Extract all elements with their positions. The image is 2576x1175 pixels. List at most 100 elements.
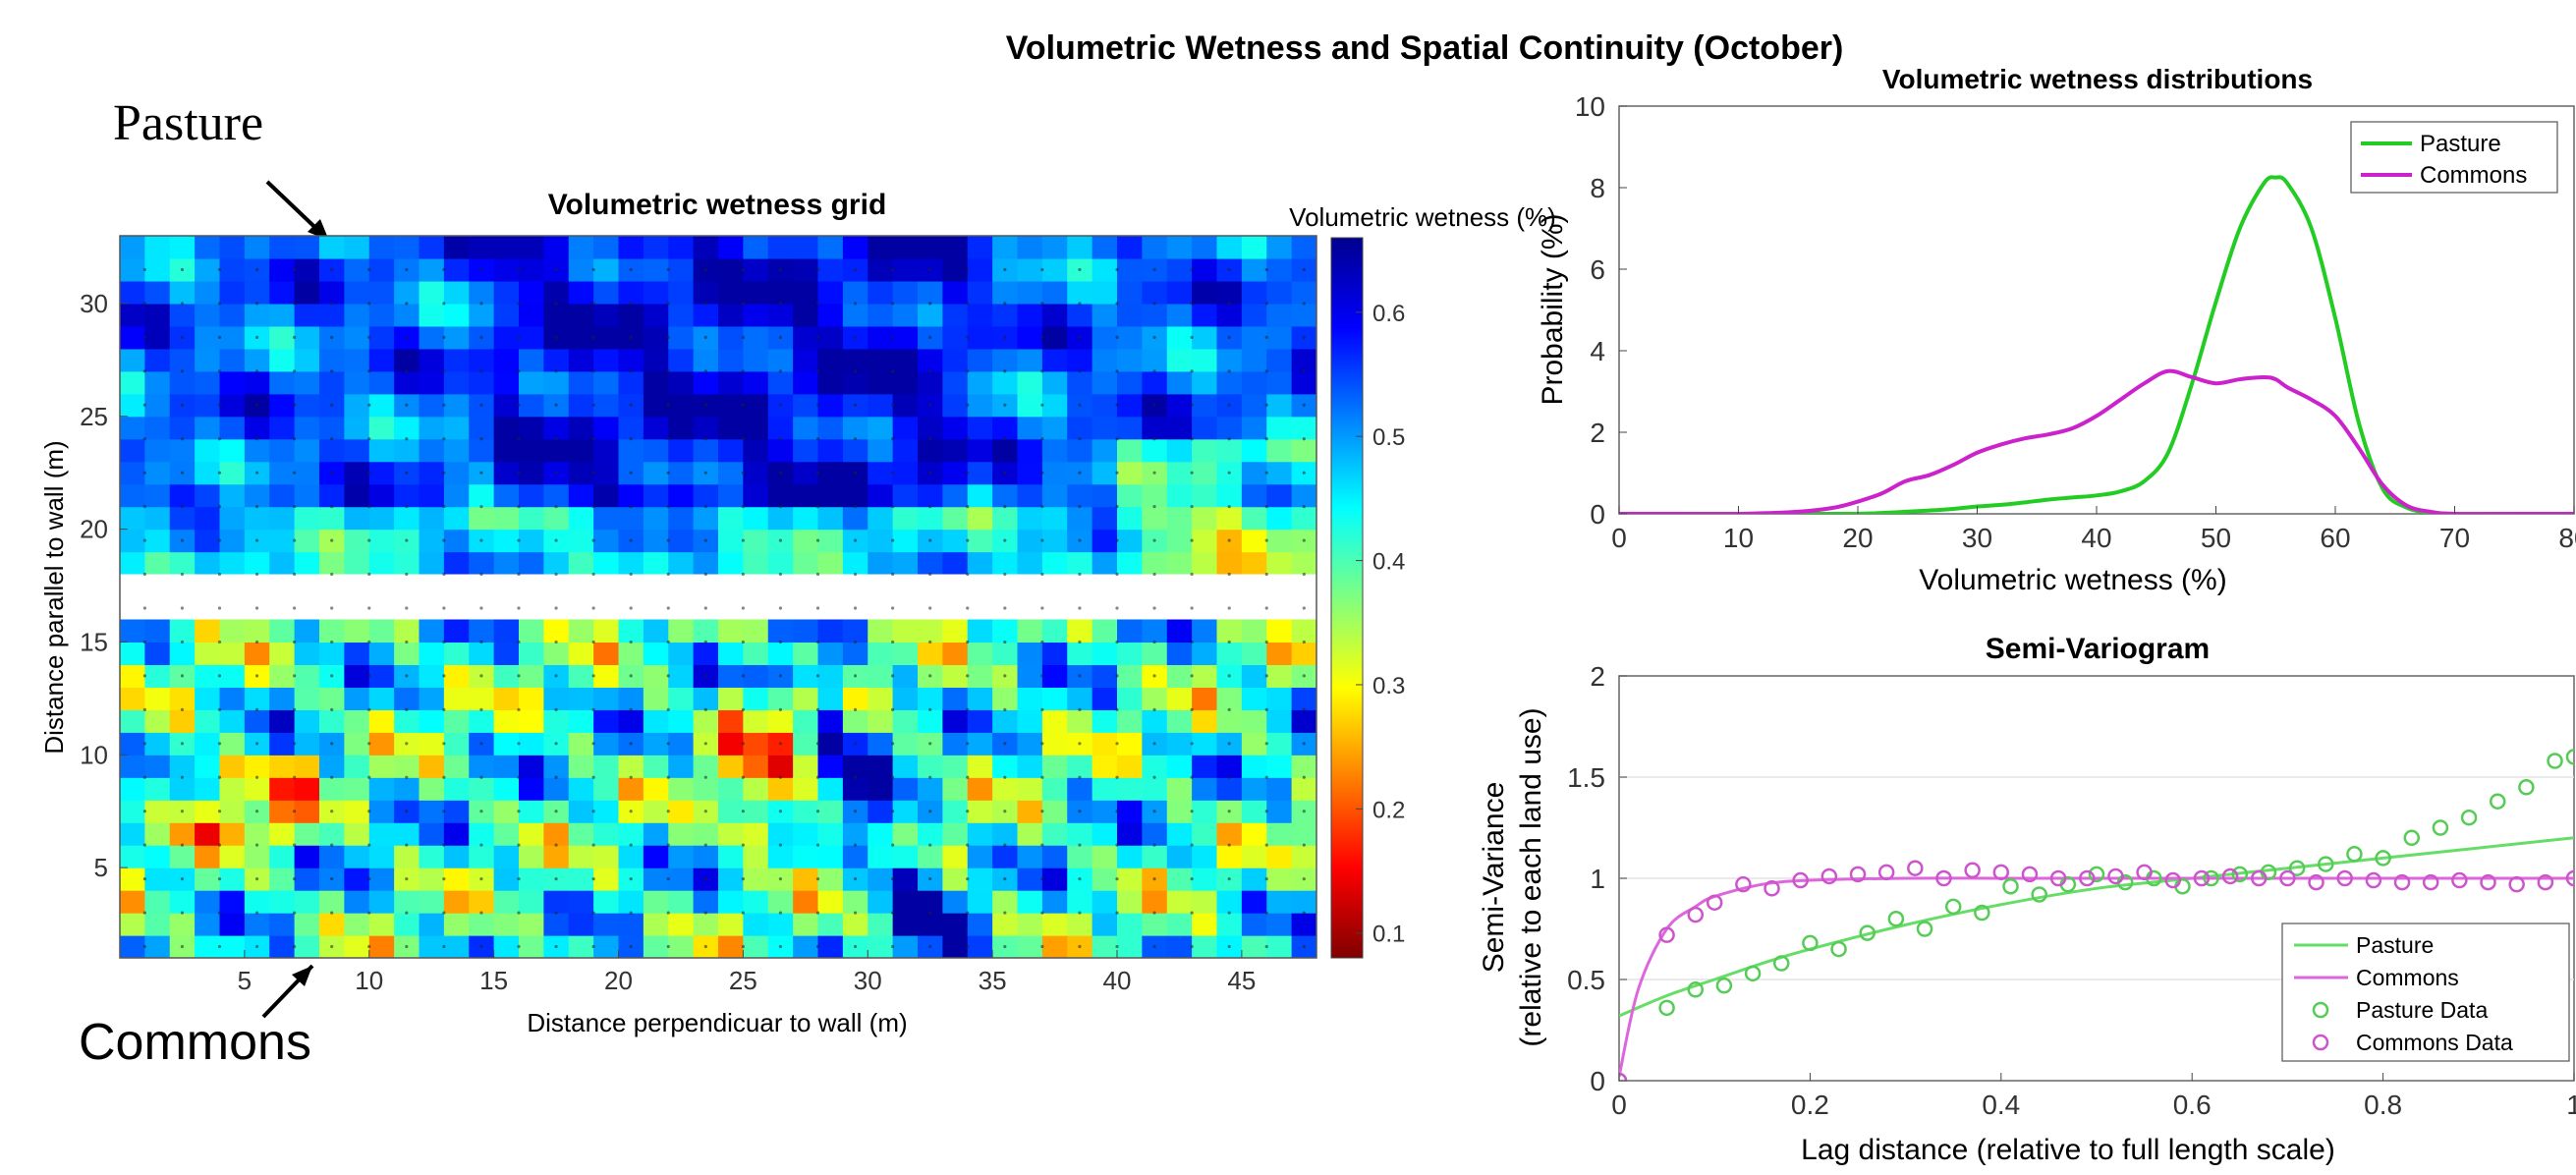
- heatmap-cell: [992, 822, 1019, 846]
- heatmap-cell: [1117, 506, 1143, 531]
- heatmap-cell: [817, 551, 844, 576]
- data-point-pasture-data: [2375, 850, 2391, 867]
- heatmap-cell: [1017, 619, 1043, 643]
- heatmap-cell: [718, 348, 744, 372]
- heatmap-cell: [618, 370, 644, 395]
- heatmap-cell: [1017, 461, 1043, 485]
- sample-point: [778, 505, 783, 509]
- sample-point: [703, 267, 707, 272]
- sample-point: [815, 335, 820, 339]
- heatmap-cell: [1041, 551, 1068, 576]
- heatmap-cell: [643, 687, 669, 710]
- heatmap-cell: [842, 890, 868, 914]
- heatmap-cell: [618, 755, 644, 778]
- heatmap-cell: [1041, 303, 1068, 327]
- sample-point: [479, 843, 483, 847]
- heatmap-cell: [618, 687, 644, 710]
- heatmap-cell: [519, 236, 544, 259]
- sample-point: [442, 403, 446, 407]
- heatmap-cell: [1241, 822, 1267, 846]
- heatmap-cell: [1266, 890, 1293, 914]
- heatmap-cell: [344, 619, 370, 643]
- heatmap-cell: [1041, 461, 1068, 485]
- sample-point: [405, 674, 409, 678]
- heatmap-cell: [1117, 732, 1143, 755]
- heatmap-cell: [1216, 619, 1243, 643]
- heatmap-cell: [892, 257, 919, 282]
- sample-point: [1152, 843, 1156, 847]
- heatmap-frame: [119, 235, 1317, 959]
- sample-point: [254, 437, 259, 441]
- sample-point: [703, 505, 707, 509]
- heatmap-cell: [967, 303, 993, 327]
- heatmap-cell: [1017, 280, 1043, 305]
- heatmap-cell: [992, 619, 1019, 643]
- heatmap-cell: [1117, 551, 1143, 576]
- sample-point: [703, 843, 707, 847]
- heatmap-cell: [144, 393, 171, 418]
- sample-point: [966, 267, 970, 272]
- legend-label: Pasture: [2420, 131, 2501, 157]
- sample-point: [966, 505, 970, 509]
- heatmap-cell: [443, 935, 470, 958]
- heatmap-cell: [120, 845, 145, 868]
- heatmap-cell: [493, 280, 520, 305]
- sample-point: [591, 437, 595, 441]
- heatmap-cell: [519, 551, 544, 576]
- heatmap-cell: [519, 438, 544, 463]
- heatmap-cell: [892, 800, 919, 823]
- heatmap-cell: [767, 438, 794, 463]
- heatmap-cell: [1017, 664, 1043, 688]
- sample-point: [1264, 471, 1268, 475]
- data-point-pasture-data: [2088, 866, 2105, 883]
- heatmap-cell: [1192, 913, 1218, 936]
- heatmap-cell: [1142, 845, 1168, 868]
- heatmap-cell: [368, 755, 395, 778]
- sample-point: [1302, 572, 1306, 577]
- sample-point: [405, 810, 409, 813]
- sample-point: [629, 403, 633, 407]
- data-point-pasture-data: [1830, 940, 1847, 958]
- sample-point: [142, 877, 146, 881]
- heatmap-cell: [368, 370, 395, 395]
- heatmap-cell: [169, 890, 196, 914]
- heatmap-cell: [868, 236, 894, 259]
- heatmap-cell: [618, 642, 644, 666]
- heatmap-cell: [967, 800, 993, 823]
- sample-point: [1003, 810, 1007, 813]
- heatmap-cell: [1117, 348, 1143, 372]
- heatmap-cell: [1266, 822, 1293, 846]
- heatmap-cell: [1166, 303, 1193, 327]
- sample-point: [217, 369, 222, 373]
- heatmap-cell: [1092, 890, 1118, 914]
- sample-point: [217, 437, 222, 441]
- heatmap-cell: [543, 348, 570, 372]
- heatmap-cell: [568, 935, 594, 958]
- heatmap-cell: [144, 529, 171, 553]
- sample-point: [1003, 606, 1007, 610]
- sample-point: [330, 437, 334, 441]
- variogram-y-label: Semi-Variance: [1478, 782, 1510, 974]
- heatmap-cell: [543, 370, 570, 395]
- sample-point: [666, 505, 670, 509]
- sample-point: [853, 944, 858, 949]
- heatmap-cell: [443, 393, 470, 418]
- heatmap-cell: [319, 303, 345, 327]
- sample-point: [1227, 911, 1231, 915]
- heatmap-cell: [443, 709, 470, 733]
- heatmap-cell: [219, 257, 246, 282]
- heatmap-cell: [120, 619, 145, 643]
- heatmap-cell: [443, 257, 470, 282]
- x-tick-label: 5: [238, 966, 252, 995]
- sample-point: [966, 538, 970, 542]
- heatmap-cell: [1192, 755, 1218, 778]
- heatmap-cell: [1192, 822, 1218, 846]
- heatmap-cell: [593, 709, 620, 733]
- heatmap-cell: [842, 619, 868, 643]
- heatmap-cell: [469, 619, 495, 643]
- heatmap-cell: [767, 348, 794, 372]
- heatmap-cell: [1266, 483, 1293, 508]
- heatmap-cell: [319, 506, 345, 531]
- sample-point: [1040, 911, 1044, 915]
- sample-point: [254, 674, 259, 678]
